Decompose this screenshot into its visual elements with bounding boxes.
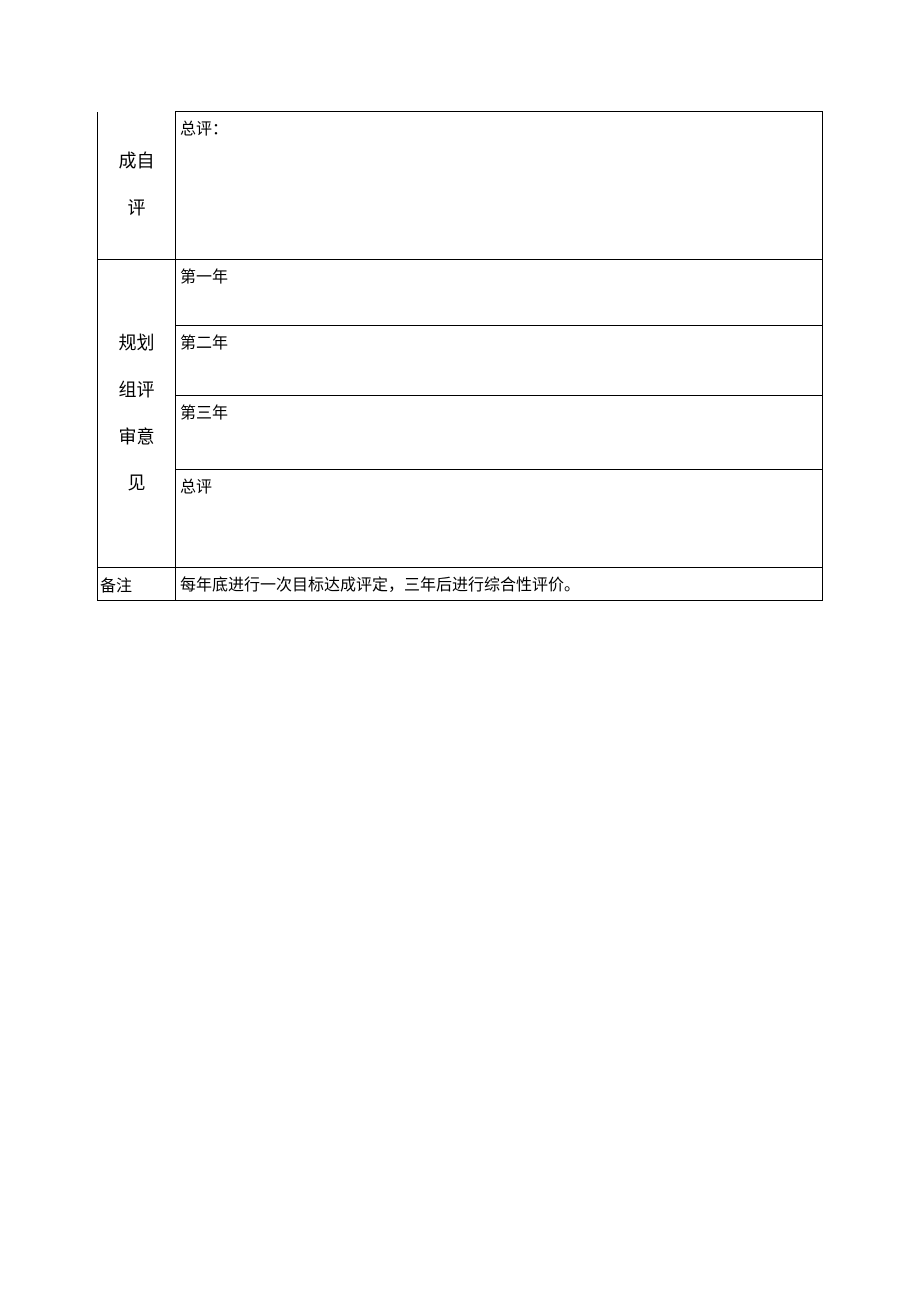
cell-review-opinion-label: 规划 组评 审意 见 xyxy=(98,260,176,568)
table-row-notes: 备注 每年底进行一次目标达成评定，三年后进行综合性评价。 xyxy=(98,568,823,601)
table-row-year1: 规划 组评 审意 见 第一年 xyxy=(98,260,823,326)
table-row-total: 总评 xyxy=(98,470,823,568)
cell-summary-content: 总评： xyxy=(176,112,823,260)
self-eval-label-line1: 成自 xyxy=(102,138,171,185)
cell-year1: 第一年 xyxy=(176,260,823,326)
review-label-line2: 组评 xyxy=(102,367,171,414)
self-eval-label-line2: 评 xyxy=(102,185,171,232)
evaluation-table: 成自 评 总评： 规划 组评 审意 见 第一年 第二年 第三年 xyxy=(97,111,823,601)
table-row-year3: 第三年 xyxy=(98,396,823,470)
review-label-line1: 规划 xyxy=(102,320,171,367)
cell-total: 总评 xyxy=(176,470,823,568)
evaluation-table-container: 成自 评 总评： 规划 组评 审意 见 第一年 第二年 第三年 xyxy=(97,111,823,601)
review-label-line3: 审意 xyxy=(102,414,171,461)
cell-self-eval-label: 成自 评 xyxy=(98,112,176,260)
review-label-line4: 见 xyxy=(102,460,171,507)
table-row-year2: 第二年 xyxy=(98,326,823,396)
cell-notes-label: 备注 xyxy=(98,568,176,601)
cell-year3: 第三年 xyxy=(176,396,823,470)
table-row-summary: 成自 评 总评： xyxy=(98,112,823,260)
cell-year2: 第二年 xyxy=(176,326,823,396)
cell-notes-content: 每年底进行一次目标达成评定，三年后进行综合性评价。 xyxy=(176,568,823,601)
